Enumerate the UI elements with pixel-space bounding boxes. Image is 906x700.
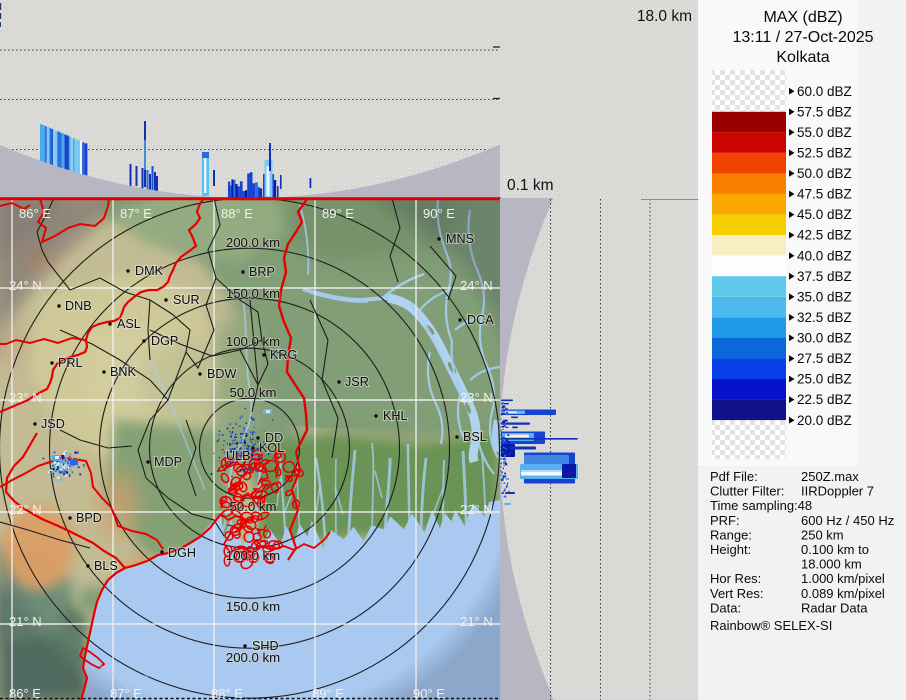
svg-text:24° N: 24° N xyxy=(460,278,493,293)
svg-text:Radar Data: Radar Data xyxy=(801,600,868,615)
svg-text:45.0 dBZ: 45.0 dBZ xyxy=(797,207,852,222)
svg-text:89° E: 89° E xyxy=(312,686,344,700)
svg-text:DGP: DGP xyxy=(151,334,178,348)
svg-text:BLS: BLS xyxy=(94,559,118,573)
svg-text:ASL: ASL xyxy=(117,317,141,331)
svg-text:Height:: Height: xyxy=(710,542,751,557)
svg-text:0.100 km to: 0.100 km to xyxy=(801,542,869,557)
svg-text:JSR: JSR xyxy=(345,375,369,389)
svg-text:Pdf File:: Pdf File: xyxy=(710,469,758,484)
svg-text:22° N: 22° N xyxy=(9,502,42,517)
svg-text:52.5 dBZ: 52.5 dBZ xyxy=(797,146,852,161)
svg-text:25.0 dBZ: 25.0 dBZ xyxy=(797,372,852,387)
svg-text:Kolkata: Kolkata xyxy=(776,49,829,66)
svg-text:150.0 km: 150.0 km xyxy=(226,286,280,301)
svg-text:DMK: DMK xyxy=(135,264,164,278)
svg-text:BDW: BDW xyxy=(207,367,236,381)
svg-text:21° N: 21° N xyxy=(9,614,42,629)
svg-text:87° E: 87° E xyxy=(110,686,142,700)
svg-text:600 Hz / 450 Hz: 600 Hz / 450 Hz xyxy=(801,513,894,528)
svg-text:35.0 dBZ: 35.0 dBZ xyxy=(797,289,852,304)
svg-text:89° E: 89° E xyxy=(322,206,354,221)
svg-text:55.0 dBZ: 55.0 dBZ xyxy=(797,125,852,140)
svg-text:50.0 km: 50.0 km xyxy=(230,385,277,400)
svg-text:22° N: 22° N xyxy=(460,502,493,517)
svg-text:20.0 dBZ: 20.0 dBZ xyxy=(797,413,852,428)
svg-text:47.5 dBZ: 47.5 dBZ xyxy=(797,187,852,202)
svg-text:Time sampling:48: Time sampling:48 xyxy=(710,498,812,513)
svg-text:BSL: BSL xyxy=(463,430,487,444)
svg-text:DNB: DNB xyxy=(65,299,92,313)
svg-text:PRL: PRL xyxy=(58,356,83,370)
svg-text:30.0 dBZ: 30.0 dBZ xyxy=(797,331,852,346)
svg-text:200.0 km: 200.0 km xyxy=(226,235,280,250)
svg-text:BRP: BRP xyxy=(249,265,275,279)
svg-text:90° E: 90° E xyxy=(423,206,455,221)
svg-text:32.5 dBZ: 32.5 dBZ xyxy=(797,310,852,325)
svg-text:DD: DD xyxy=(265,431,283,445)
svg-text:PRF:: PRF: xyxy=(710,513,740,528)
svg-text:57.5 dBZ: 57.5 dBZ xyxy=(797,104,852,119)
svg-text:86° E: 86° E xyxy=(9,686,41,700)
svg-text:90° E: 90° E xyxy=(413,686,445,700)
svg-text:18.0 km: 18.0 km xyxy=(637,8,692,25)
svg-text:21° N: 21° N xyxy=(460,614,493,629)
svg-text:100.0 km: 100.0 km xyxy=(226,548,280,563)
svg-text:0.1 km: 0.1 km xyxy=(507,177,554,194)
svg-text:KHL: KHL xyxy=(383,409,408,423)
svg-text:42.5 dBZ: 42.5 dBZ xyxy=(797,228,852,243)
svg-text:50.0 dBZ: 50.0 dBZ xyxy=(797,166,852,181)
svg-text:88° E: 88° E xyxy=(211,686,243,700)
svg-text:88° E: 88° E xyxy=(221,206,253,221)
svg-text:Range:: Range: xyxy=(710,527,752,542)
svg-text:MNS: MNS xyxy=(446,232,474,246)
svg-text:Clutter Filter:: Clutter Filter: xyxy=(710,484,784,499)
svg-text:27.5 dBZ: 27.5 dBZ xyxy=(797,351,852,366)
svg-text:SHD: SHD xyxy=(252,639,279,653)
svg-text:KOL: KOL xyxy=(259,441,284,455)
svg-text:250 km: 250 km xyxy=(801,527,844,542)
svg-text:BNK: BNK xyxy=(110,365,136,379)
svg-text:DGH: DGH xyxy=(168,546,196,560)
svg-text:MDP: MDP xyxy=(154,455,182,469)
svg-text:150.0 km: 150.0 km xyxy=(226,599,280,614)
svg-text:SUR: SUR xyxy=(173,293,200,307)
svg-text:40.0 dBZ: 40.0 dBZ xyxy=(797,248,852,263)
svg-text:ULB: ULB xyxy=(226,449,251,463)
svg-text:50.0 km: 50.0 km xyxy=(230,499,277,514)
svg-text:60.0 dBZ: 60.0 dBZ xyxy=(797,84,852,99)
svg-text:22.5 dBZ: 22.5 dBZ xyxy=(797,392,852,407)
svg-text:18.000 km: 18.000 km xyxy=(801,557,862,572)
svg-text:IIRDoppler 7: IIRDoppler 7 xyxy=(801,484,874,499)
svg-text:250Z.max: 250Z.max xyxy=(801,469,859,484)
svg-text:Rainbow® SELEX-SI: Rainbow® SELEX-SI xyxy=(710,618,832,633)
svg-text:Hor Res:: Hor Res: xyxy=(710,571,761,586)
svg-text:23° N: 23° N xyxy=(460,390,493,405)
svg-text:DCA: DCA xyxy=(467,313,494,327)
svg-text:200.0 km: 200.0 km xyxy=(226,650,280,665)
svg-text:100.0 km: 100.0 km xyxy=(226,334,280,349)
svg-text:1.000 km/pixel: 1.000 km/pixel xyxy=(801,571,885,586)
svg-text:87° E: 87° E xyxy=(120,206,152,221)
svg-text:MAX (dBZ): MAX (dBZ) xyxy=(763,9,842,26)
svg-text:BPD: BPD xyxy=(76,511,102,525)
svg-text:KRG: KRG xyxy=(270,348,297,362)
svg-text:23° N: 23° N xyxy=(9,390,42,405)
svg-text:Vert Res:: Vert Res: xyxy=(710,586,763,601)
svg-text:24° N: 24° N xyxy=(9,278,42,293)
svg-text:0.089 km/pixel: 0.089 km/pixel xyxy=(801,586,885,601)
svg-text:37.5 dBZ: 37.5 dBZ xyxy=(797,269,852,284)
svg-text:JSD: JSD xyxy=(41,417,65,431)
svg-text:86° E: 86° E xyxy=(19,206,51,221)
svg-text:Data:: Data: xyxy=(710,600,741,615)
svg-text:13:11 / 27-Oct-2025: 13:11 / 27-Oct-2025 xyxy=(732,29,873,46)
